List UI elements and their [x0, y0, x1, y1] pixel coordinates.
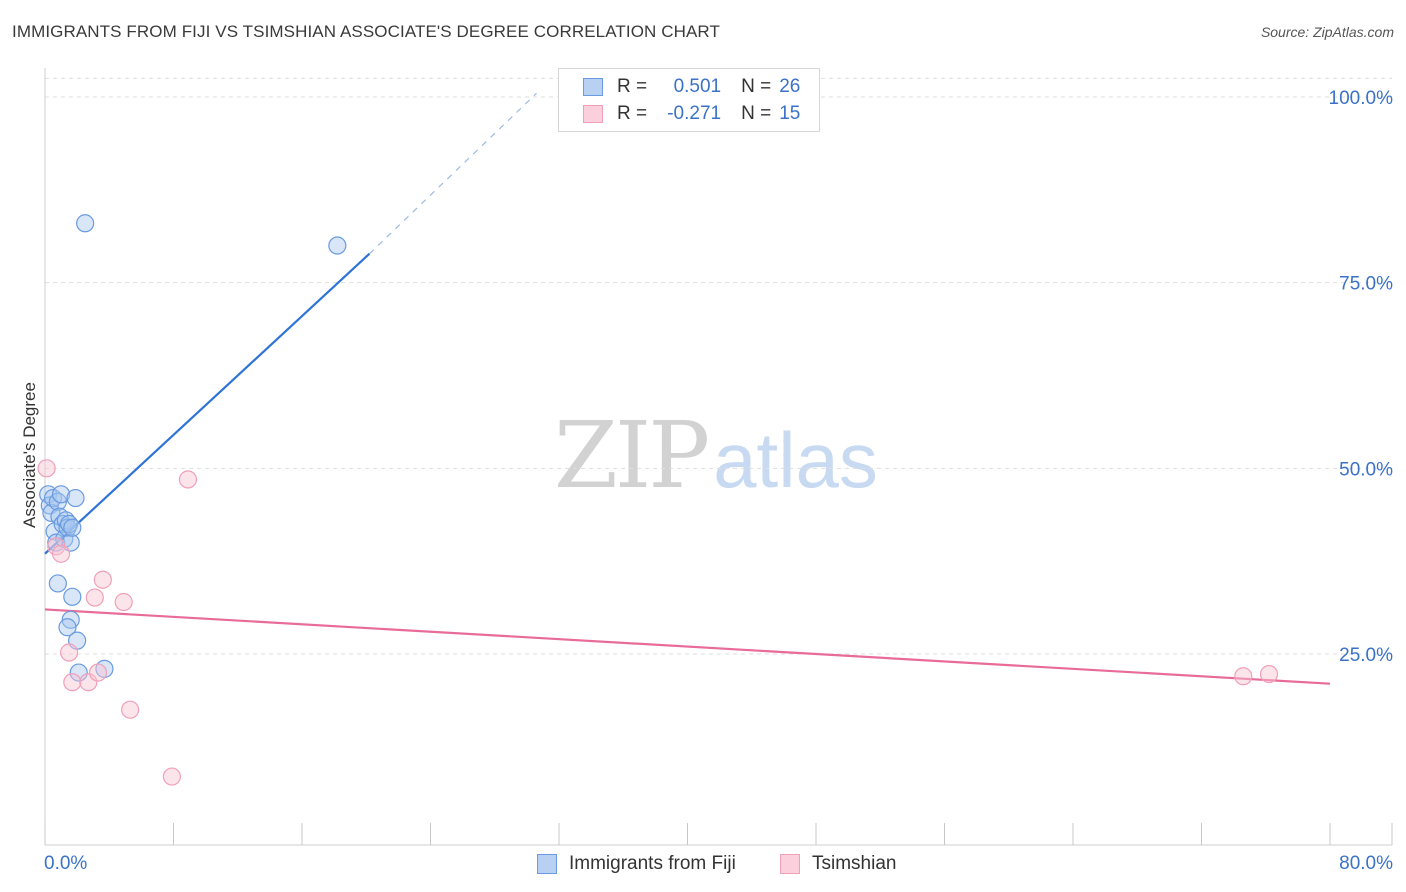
- x-tick-label-min: 0.0%: [44, 853, 87, 874]
- tsimshian-point-4: [85, 588, 104, 607]
- tsimshian-point-8: [79, 673, 98, 692]
- fiji-point-20: [58, 618, 77, 637]
- tsimshian-point-0: [37, 459, 56, 478]
- tsimshian-point-10: [121, 700, 140, 719]
- stats-row-tsimshian: R = -0.271 N = 15: [583, 102, 800, 126]
- fiji-point-8: [51, 485, 71, 504]
- fiji-point-16: [66, 488, 85, 508]
- tsimshian-swatch: [583, 105, 603, 123]
- r-label: R =: [617, 76, 648, 97]
- y-tick-label-25: 25.0%: [1339, 645, 1393, 666]
- fiji-point-24: [76, 214, 95, 233]
- y-tick-label-50: 50.0%: [1339, 459, 1393, 480]
- legend-label-tsimshian: Tsimshian: [812, 853, 897, 874]
- data-points: [37, 214, 1279, 786]
- legend-item-tsimshian[interactable]: Tsimshian: [780, 853, 896, 875]
- axes: [44, 68, 1393, 846]
- tsimshian-point-11: [162, 767, 181, 786]
- n-label: N =: [741, 103, 772, 124]
- n-label: N =: [741, 76, 772, 97]
- chart-title: IMMIGRANTS FROM FIJI VS TSIMSHIAN ASSOCI…: [12, 22, 720, 41]
- y-tick-label-75: 75.0%: [1339, 274, 1393, 295]
- tsimshian-trend-line: [44, 608, 1331, 685]
- fiji-point-15: [63, 518, 82, 537]
- fiji-point-18: [63, 587, 82, 606]
- n-value: 26: [779, 76, 801, 97]
- source-credit: Source: ZipAtlas.com: [1260, 24, 1394, 40]
- stats-row-fiji: R = 0.501 N = 26: [583, 75, 800, 99]
- fiji-point-17: [48, 574, 67, 593]
- watermark-zip: ZIP: [554, 402, 710, 509]
- fiji-trend-line: [44, 252, 371, 555]
- trend-lines: [44, 92, 1331, 685]
- tsimshian-point-7: [63, 673, 82, 692]
- r-label: R =: [617, 103, 648, 124]
- r-value: 0.501: [673, 76, 722, 97]
- n-value: 15: [779, 103, 801, 124]
- r-value: -0.271: [667, 103, 722, 124]
- tick-labels: 25.0% 50.0% 75.0% 100.0% 0.0% 80.0%: [44, 88, 1393, 874]
- tsimshian-point-9: [88, 663, 108, 682]
- tsimshian-point-2: [178, 470, 198, 489]
- stats-legend: R = 0.501 N = 26 R = -0.271 N = 15: [558, 68, 820, 132]
- fiji-legend-swatch: [537, 854, 557, 874]
- tsimshian-point-6: [59, 643, 79, 662]
- fiji-swatch: [583, 78, 603, 96]
- fiji-point-25: [328, 236, 347, 255]
- y-tick-label-100: 100.0%: [1329, 88, 1394, 109]
- legend-item-fiji[interactable]: Immigrants from Fiji: [537, 853, 736, 875]
- tsimshian-legend-swatch: [780, 854, 800, 874]
- watermark-atlas: atlas: [713, 416, 878, 504]
- series-legend: Immigrants from Fiji Tsimshian: [0, 851, 1406, 877]
- tsimshian-point-14: [1259, 664, 1279, 684]
- fiji-point-22: [69, 663, 88, 682]
- y-axis-label: Associate's Degree: [20, 382, 39, 528]
- tsimshian-point-5: [114, 592, 133, 612]
- x-tick-label-max: 80.0%: [1339, 853, 1393, 874]
- tsimshian-point-3: [93, 570, 112, 589]
- fiji-trend-extension: [369, 92, 537, 255]
- tsimshian-point-13: [1234, 667, 1253, 686]
- tsimshian-point-12: [51, 544, 71, 563]
- watermark: ZIPatlas: [554, 402, 878, 509]
- legend-label-fiji: Immigrants from Fiji: [569, 853, 736, 874]
